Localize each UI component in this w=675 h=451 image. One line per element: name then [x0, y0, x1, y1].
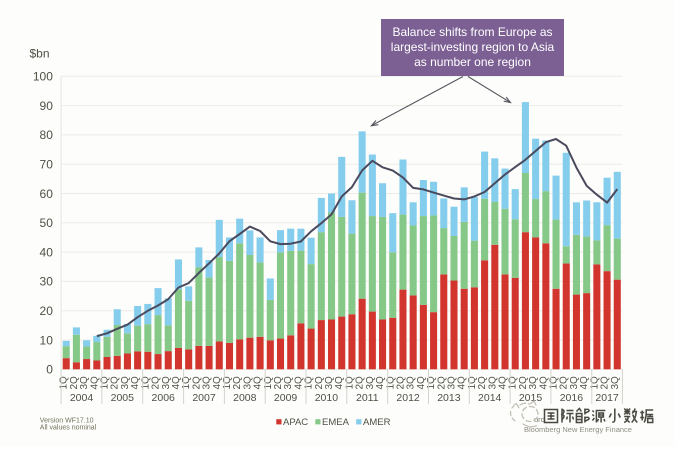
svg-text:50: 50	[40, 216, 54, 230]
svg-text:2Q: 2Q	[396, 376, 407, 390]
svg-text:0: 0	[46, 363, 53, 377]
svg-text:3Q: 3Q	[487, 376, 498, 390]
svg-text:4Q: 4Q	[89, 376, 100, 390]
svg-text:4Q: 4Q	[334, 376, 345, 390]
svg-text:1Q: 1Q	[222, 376, 233, 390]
svg-text:40: 40	[40, 245, 54, 259]
svg-text:60: 60	[40, 187, 54, 201]
svg-text:2012: 2012	[396, 392, 420, 404]
svg-text:2Q: 2Q	[110, 376, 121, 390]
svg-text:2013: 2013	[437, 392, 461, 404]
svg-text:2Q: 2Q	[436, 376, 447, 390]
svg-text:2Q: 2Q	[232, 376, 243, 390]
svg-text:2Q: 2Q	[191, 376, 202, 390]
svg-text:4Q: 4Q	[293, 376, 304, 390]
svg-text:2014: 2014	[478, 392, 502, 404]
svg-text:2Q: 2Q	[477, 376, 488, 390]
svg-text:30: 30	[40, 275, 54, 289]
svg-text:3Q: 3Q	[365, 376, 376, 390]
svg-text:1Q: 1Q	[344, 376, 355, 390]
svg-text:4Q: 4Q	[579, 376, 590, 390]
svg-text:1Q: 1Q	[508, 376, 519, 390]
svg-text:4Q: 4Q	[498, 376, 509, 390]
svg-text:2Q: 2Q	[314, 376, 325, 390]
svg-text:2007: 2007	[192, 392, 216, 404]
svg-text:2Q: 2Q	[273, 376, 284, 390]
svg-text:100: 100	[33, 70, 53, 84]
svg-text:4Q: 4Q	[130, 376, 141, 390]
svg-text:All values nominal: All values nominal	[40, 425, 97, 432]
svg-text:2006: 2006	[152, 392, 176, 404]
svg-text:1Q: 1Q	[426, 376, 437, 390]
svg-text:Bloomberg New Energy Finance: Bloomberg New Energy Finance	[524, 425, 632, 434]
svg-text:2009: 2009	[274, 392, 298, 404]
svg-text:3Q: 3Q	[202, 376, 213, 390]
svg-text:1Q: 1Q	[59, 376, 70, 390]
svg-text:3Q: 3Q	[569, 376, 580, 390]
svg-text:3Q: 3Q	[283, 376, 294, 390]
svg-text:2010: 2010	[315, 392, 339, 404]
svg-text:4Q: 4Q	[212, 376, 223, 390]
svg-text:1Q: 1Q	[100, 376, 111, 390]
svg-text:3Q: 3Q	[324, 376, 335, 390]
svg-text:largest-investing region to As: largest-investing region to Asia	[391, 40, 555, 54]
svg-text:2005: 2005	[111, 392, 135, 404]
svg-text:3Q: 3Q	[120, 376, 131, 390]
svg-text:1Q: 1Q	[467, 376, 478, 390]
svg-text:2Q: 2Q	[518, 376, 529, 390]
svg-text:20: 20	[40, 304, 54, 318]
svg-text:2017: 2017	[595, 392, 619, 404]
svg-text:APAC: APAC	[283, 417, 308, 428]
svg-text:2Q: 2Q	[600, 376, 611, 390]
svg-text:80: 80	[40, 128, 54, 142]
svg-text:3Q: 3Q	[610, 376, 621, 390]
svg-text:Balance shifts from Europe as: Balance shifts from Europe as	[392, 25, 552, 39]
svg-text:1Q: 1Q	[304, 376, 315, 390]
svg-text:urc: urc	[534, 415, 545, 424]
svg-text:2016: 2016	[560, 392, 584, 404]
svg-text:4Q: 4Q	[253, 376, 264, 390]
svg-text:2Q: 2Q	[151, 376, 162, 390]
svg-text:as number one region: as number one region	[414, 55, 531, 69]
svg-text:1Q: 1Q	[140, 376, 151, 390]
svg-text:2Q: 2Q	[355, 376, 366, 390]
svg-text:70: 70	[40, 158, 54, 172]
svg-text:2008: 2008	[233, 392, 257, 404]
svg-text:4Q: 4Q	[171, 376, 182, 390]
svg-text:3Q: 3Q	[242, 376, 253, 390]
svg-text:3Q: 3Q	[447, 376, 458, 390]
svg-text:2Q: 2Q	[69, 376, 80, 390]
svg-text:3Q: 3Q	[79, 376, 90, 390]
svg-text:Version WF17.10: Version WF17.10	[40, 417, 94, 424]
svg-text:2011: 2011	[356, 392, 379, 404]
svg-text:AMER: AMER	[363, 417, 391, 428]
svg-text:1Q: 1Q	[589, 376, 600, 390]
svg-text:10: 10	[40, 333, 54, 347]
svg-text:$bn: $bn	[30, 47, 50, 61]
svg-text:1Q: 1Q	[385, 376, 396, 390]
svg-text:4Q: 4Q	[416, 376, 427, 390]
svg-text:1Q: 1Q	[549, 376, 560, 390]
svg-text:4Q: 4Q	[457, 376, 468, 390]
svg-text:1Q: 1Q	[263, 376, 274, 390]
svg-text:2Q: 2Q	[559, 376, 570, 390]
svg-text:3Q: 3Q	[406, 376, 417, 390]
svg-text:2004: 2004	[70, 392, 94, 404]
svg-text:EMEA: EMEA	[322, 417, 350, 428]
svg-text:3Q: 3Q	[528, 376, 539, 390]
svg-text:3Q: 3Q	[161, 376, 172, 390]
svg-text:2015: 2015	[519, 392, 543, 404]
svg-text:4Q: 4Q	[375, 376, 386, 390]
svg-text:90: 90	[40, 99, 54, 113]
svg-text:1Q: 1Q	[181, 376, 192, 390]
svg-text:4Q: 4Q	[538, 376, 549, 390]
